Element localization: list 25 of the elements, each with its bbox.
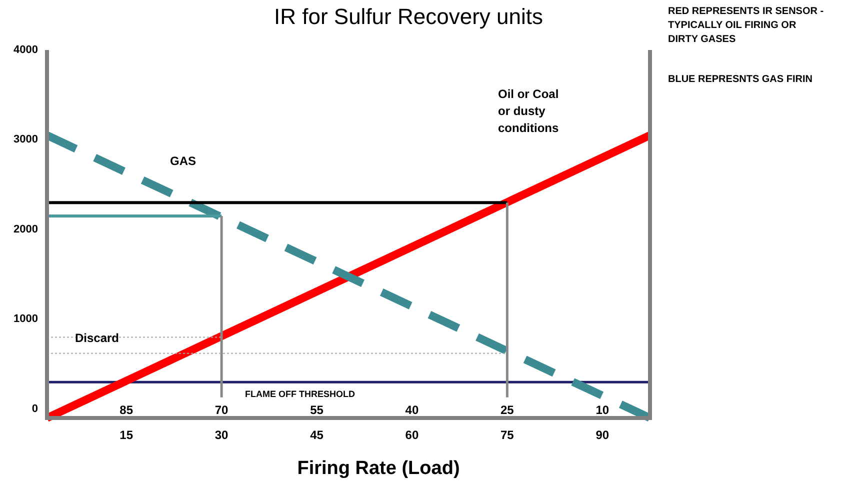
x2-tick-label: 40 <box>405 403 419 417</box>
x-tick-label: 45 <box>310 428 324 442</box>
x-tick-label: 60 <box>405 428 419 442</box>
y-tick-label: 3000 <box>14 134 38 146</box>
y-tick-label: 1000 <box>14 313 38 326</box>
x2-tick-label: 10 <box>596 403 610 417</box>
chart-title: IR for Sulfur Recovery units <box>274 4 543 29</box>
x-axis-title: Firing Rate (Load) <box>297 458 460 479</box>
annotation: Discard <box>74 331 120 345</box>
ref-line-label: FLAME OFF THRESHOLD <box>245 389 356 400</box>
y-tick-label: 2000 <box>14 223 38 236</box>
x-tick-label: 75 <box>500 428 514 442</box>
x2-tick-label: 25 <box>500 403 514 417</box>
y-tick-label: 4000 <box>14 44 38 56</box>
x-tick-label: 15 <box>120 428 134 442</box>
x-tick-label: 30 <box>214 428 229 442</box>
x2-tick-label: 70 <box>214 403 229 417</box>
text: BLUE REPRESNTS GAS FIRIN <box>668 74 812 85</box>
text: RED REPRESENTS IR SENSOR - TYPICALLY OIL FIRING OR DIRTY GASES <box>668 6 824 45</box>
x-tick-label: 90 <box>596 428 610 442</box>
annotation: Oil or Coal or dusty conditions <box>498 87 559 135</box>
annotation: GAS <box>170 154 196 168</box>
y-tick-label: 0 <box>32 402 38 415</box>
x2-tick-label: 55 <box>310 403 324 417</box>
x2-tick-label: 85 <box>120 403 134 417</box>
